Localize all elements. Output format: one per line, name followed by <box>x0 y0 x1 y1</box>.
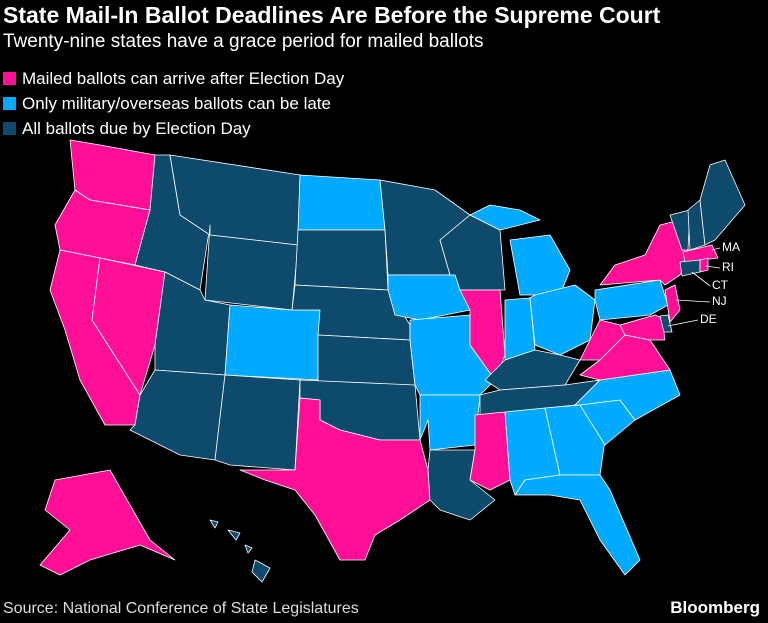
state <box>594 279 669 321</box>
state <box>509 234 571 296</box>
state <box>297 174 386 231</box>
state <box>504 297 536 361</box>
title: State Mail-In Ballot Deadlines Are Befor… <box>3 2 661 28</box>
state <box>469 411 511 491</box>
state <box>39 469 176 576</box>
leader-line <box>705 265 721 269</box>
state-label: MA <box>722 240 740 254</box>
leader-line <box>675 299 711 303</box>
state <box>514 474 641 576</box>
state <box>699 257 709 273</box>
state <box>544 404 606 476</box>
source: Source: National Conference of State Leg… <box>3 600 359 617</box>
state-label: CT <box>712 278 729 292</box>
legend-label: Mailed ballots can arrive after Election… <box>22 68 345 88</box>
state <box>529 284 596 356</box>
state-label: DE <box>700 312 717 326</box>
leader-line <box>667 319 699 327</box>
state <box>294 229 389 291</box>
state <box>619 314 666 341</box>
state <box>227 529 241 541</box>
leader-line <box>691 271 711 287</box>
state <box>251 559 271 583</box>
state <box>214 374 301 471</box>
state <box>317 334 416 386</box>
state-label: NJ <box>712 294 727 308</box>
state <box>469 204 541 231</box>
state <box>244 544 253 554</box>
subtitle: Twenty-nine states have a grace period f… <box>3 31 484 52</box>
legend-label: Only military/overseas ballots can be la… <box>22 93 331 113</box>
legend-swatch <box>3 97 16 110</box>
legend: Mailed ballots can arrive after Election… <box>3 66 344 141</box>
state <box>419 394 481 451</box>
legend-swatch <box>3 72 16 85</box>
state <box>682 244 719 263</box>
state <box>204 224 299 311</box>
legend-item: All ballots due by Election Day <box>3 116 344 141</box>
brand: Bloomberg <box>670 598 760 617</box>
leader-line <box>711 247 721 251</box>
state <box>699 159 746 246</box>
state <box>224 304 321 381</box>
state <box>209 519 219 529</box>
states <box>39 139 746 583</box>
legend-label: All ballots due by Election Day <box>22 118 251 138</box>
state <box>669 209 691 251</box>
legend-swatch <box>3 122 16 135</box>
state <box>129 369 226 461</box>
legend-item: Mailed ballots can arrive after Election… <box>3 66 344 91</box>
state-label: RI <box>722 260 734 274</box>
state <box>664 284 681 323</box>
state <box>659 314 673 333</box>
state <box>679 259 701 277</box>
legend-item: Only military/overseas ballots can be la… <box>3 91 344 116</box>
state <box>239 397 431 561</box>
